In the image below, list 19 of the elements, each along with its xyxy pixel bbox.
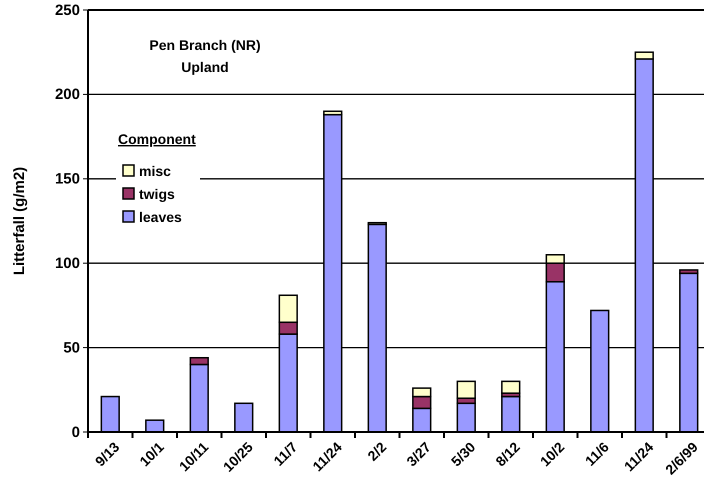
legend-label: leaves (139, 209, 182, 225)
x-tick-label: 5/30 (448, 438, 479, 470)
x-tick-label: 10/1 (136, 438, 168, 470)
y-tick-label: 150 (54, 170, 80, 188)
x-tick-label: 9/13 (92, 438, 123, 470)
y-tick-label: 100 (54, 255, 80, 272)
y-tick-label: 0 (72, 424, 80, 441)
bar (501, 380, 520, 394)
text: Pen Branch (NR) Upland (149, 37, 261, 75)
legend-label: twigs (139, 186, 175, 202)
y-tick-label: 250 (54, 2, 80, 19)
x-tick-label: 11/6 (582, 438, 612, 469)
legend-title: Component (118, 131, 196, 147)
y-axis-title: Litterfall (g/m2) (11, 166, 28, 276)
y-tick-label: 200 (54, 86, 80, 104)
legend-label: misc (139, 163, 172, 179)
y-tick-label: 50 (63, 339, 80, 356)
x-tick-label: 8/12 (492, 438, 524, 470)
x-tick-label: 2/2 (364, 438, 390, 464)
